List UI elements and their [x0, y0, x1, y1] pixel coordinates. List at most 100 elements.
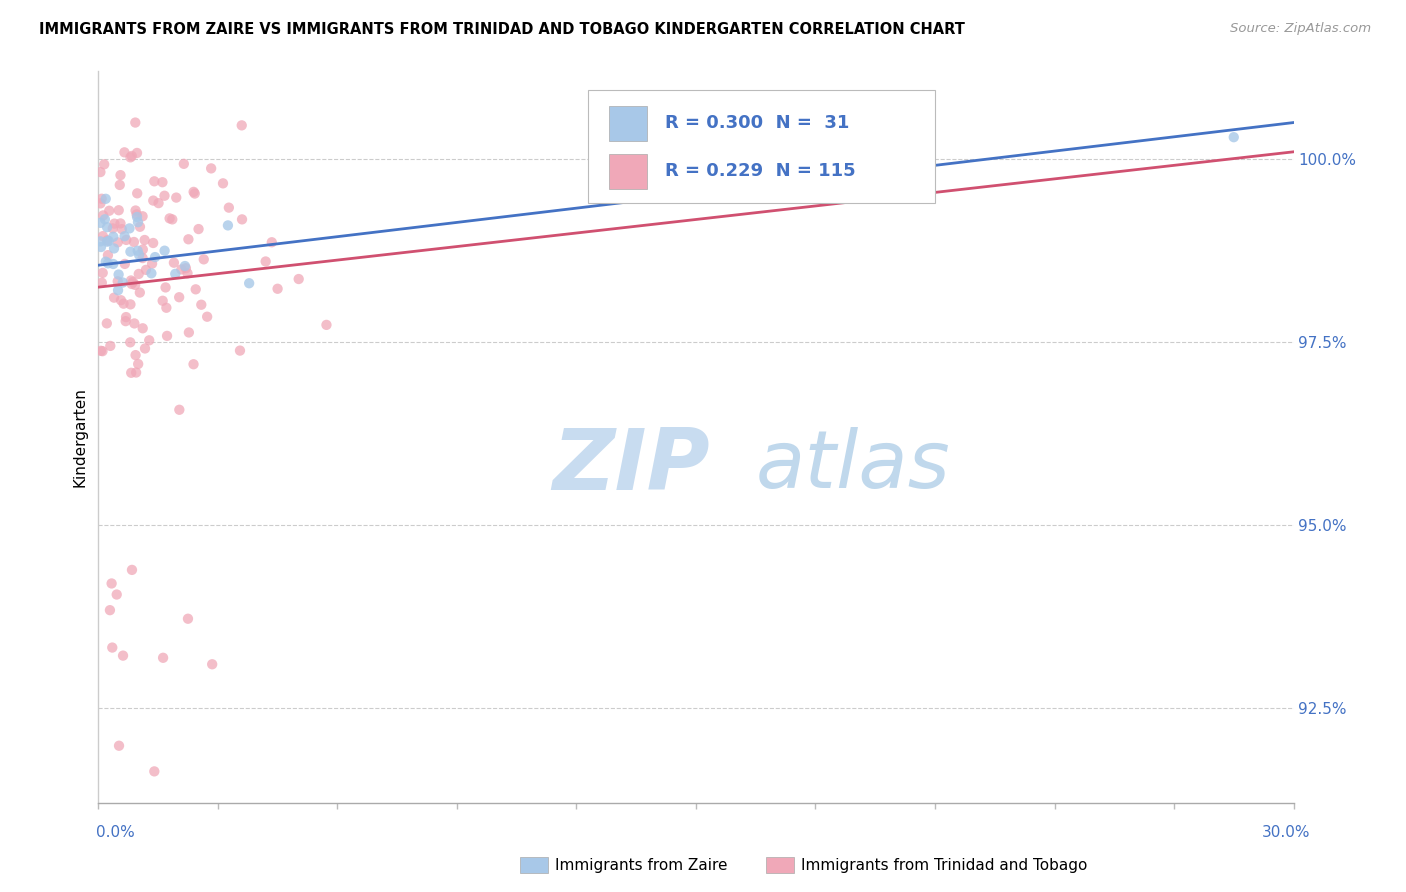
Point [201, 657, 224, 672]
Point [108, 739, 131, 753]
FancyBboxPatch shape [588, 90, 935, 203]
Point [127, 186, 149, 201]
Bar [609, 153, 647, 189]
Point [143, 764, 166, 779]
Point [125, 207, 148, 221]
Point [124, 317, 146, 331]
Point [107, 283, 129, 297]
Point [111, 222, 134, 236]
Point [90, 276, 112, 290]
Point [134, 342, 156, 356]
Point [190, 298, 212, 312]
Point [124, 277, 146, 292]
Point [187, 222, 209, 236]
Point [121, 149, 143, 163]
Point [97, 248, 120, 262]
Point [165, 267, 187, 281]
Point [103, 257, 125, 271]
Point [120, 244, 142, 259]
Point [142, 235, 165, 250]
Point [110, 216, 132, 230]
Text: Immigrants from Trinidad and Tobago: Immigrants from Trinidad and Tobago [801, 858, 1088, 872]
Point [131, 321, 153, 335]
Point [125, 366, 148, 380]
Point [132, 243, 155, 257]
Point [97, 256, 120, 270]
Point [110, 293, 132, 308]
Point [159, 211, 181, 226]
Point [122, 275, 145, 289]
Text: R = 0.300  N =  31: R = 0.300 N = 31 [665, 114, 849, 133]
Point [98, 339, 121, 353]
Point [91, 229, 114, 244]
Point [177, 232, 200, 246]
Point [114, 145, 136, 160]
Point [122, 235, 145, 249]
Point [212, 177, 235, 191]
Point [193, 252, 215, 267]
Point [142, 194, 165, 208]
Point [167, 290, 190, 304]
Point [121, 277, 143, 291]
Point [89, 235, 111, 249]
Point [231, 119, 253, 133]
Point [96, 317, 118, 331]
Point [231, 212, 253, 227]
Point [94, 192, 117, 206]
Point [143, 174, 166, 188]
Point [135, 263, 157, 277]
Point [254, 254, 277, 268]
Point [120, 366, 142, 380]
Point [128, 248, 150, 262]
Point [96, 233, 118, 247]
Point [89, 196, 111, 211]
Point [112, 648, 135, 663]
Point [121, 563, 143, 577]
Point [183, 185, 205, 199]
Point [174, 261, 197, 276]
Text: 0.0%: 0.0% [96, 825, 135, 839]
Point [89, 165, 111, 179]
Point [162, 212, 184, 227]
Point [103, 217, 125, 231]
Text: Immigrants from Zaire: Immigrants from Zaire [555, 858, 728, 872]
Point [96, 235, 118, 249]
Point [153, 188, 176, 202]
Point [183, 357, 205, 371]
Point [165, 191, 187, 205]
Point [129, 219, 152, 234]
Point [103, 242, 125, 256]
Text: IMMIGRANTS FROM ZAIRE VS IMMIGRANTS FROM TRINIDAD AND TOBAGO KINDERGARTEN CORREL: IMMIGRANTS FROM ZAIRE VS IMMIGRANTS FROM… [39, 22, 966, 37]
Point [115, 233, 138, 247]
Point [101, 640, 124, 655]
Point [89, 216, 111, 230]
Point [120, 297, 142, 311]
Point [169, 402, 191, 417]
Point [94, 212, 117, 227]
Point [93, 157, 115, 171]
Point [115, 310, 138, 324]
Point [143, 250, 166, 264]
Point [128, 267, 150, 281]
Point [120, 335, 142, 350]
Point [229, 343, 252, 358]
Point [155, 301, 177, 315]
Point [1223, 130, 1246, 145]
Point [176, 266, 198, 280]
Point [90, 343, 112, 358]
Point [111, 276, 134, 290]
Point [103, 229, 125, 244]
Point [152, 175, 174, 189]
Point [152, 293, 174, 308]
Point [125, 145, 148, 160]
Point [91, 344, 114, 359]
Point [96, 220, 118, 235]
Point [125, 210, 148, 224]
Point [98, 203, 121, 218]
Text: ZIP: ZIP [553, 425, 710, 508]
Point [107, 203, 129, 218]
Point [90, 192, 112, 206]
Point [174, 259, 197, 273]
Point [217, 219, 239, 233]
Point [131, 251, 153, 265]
